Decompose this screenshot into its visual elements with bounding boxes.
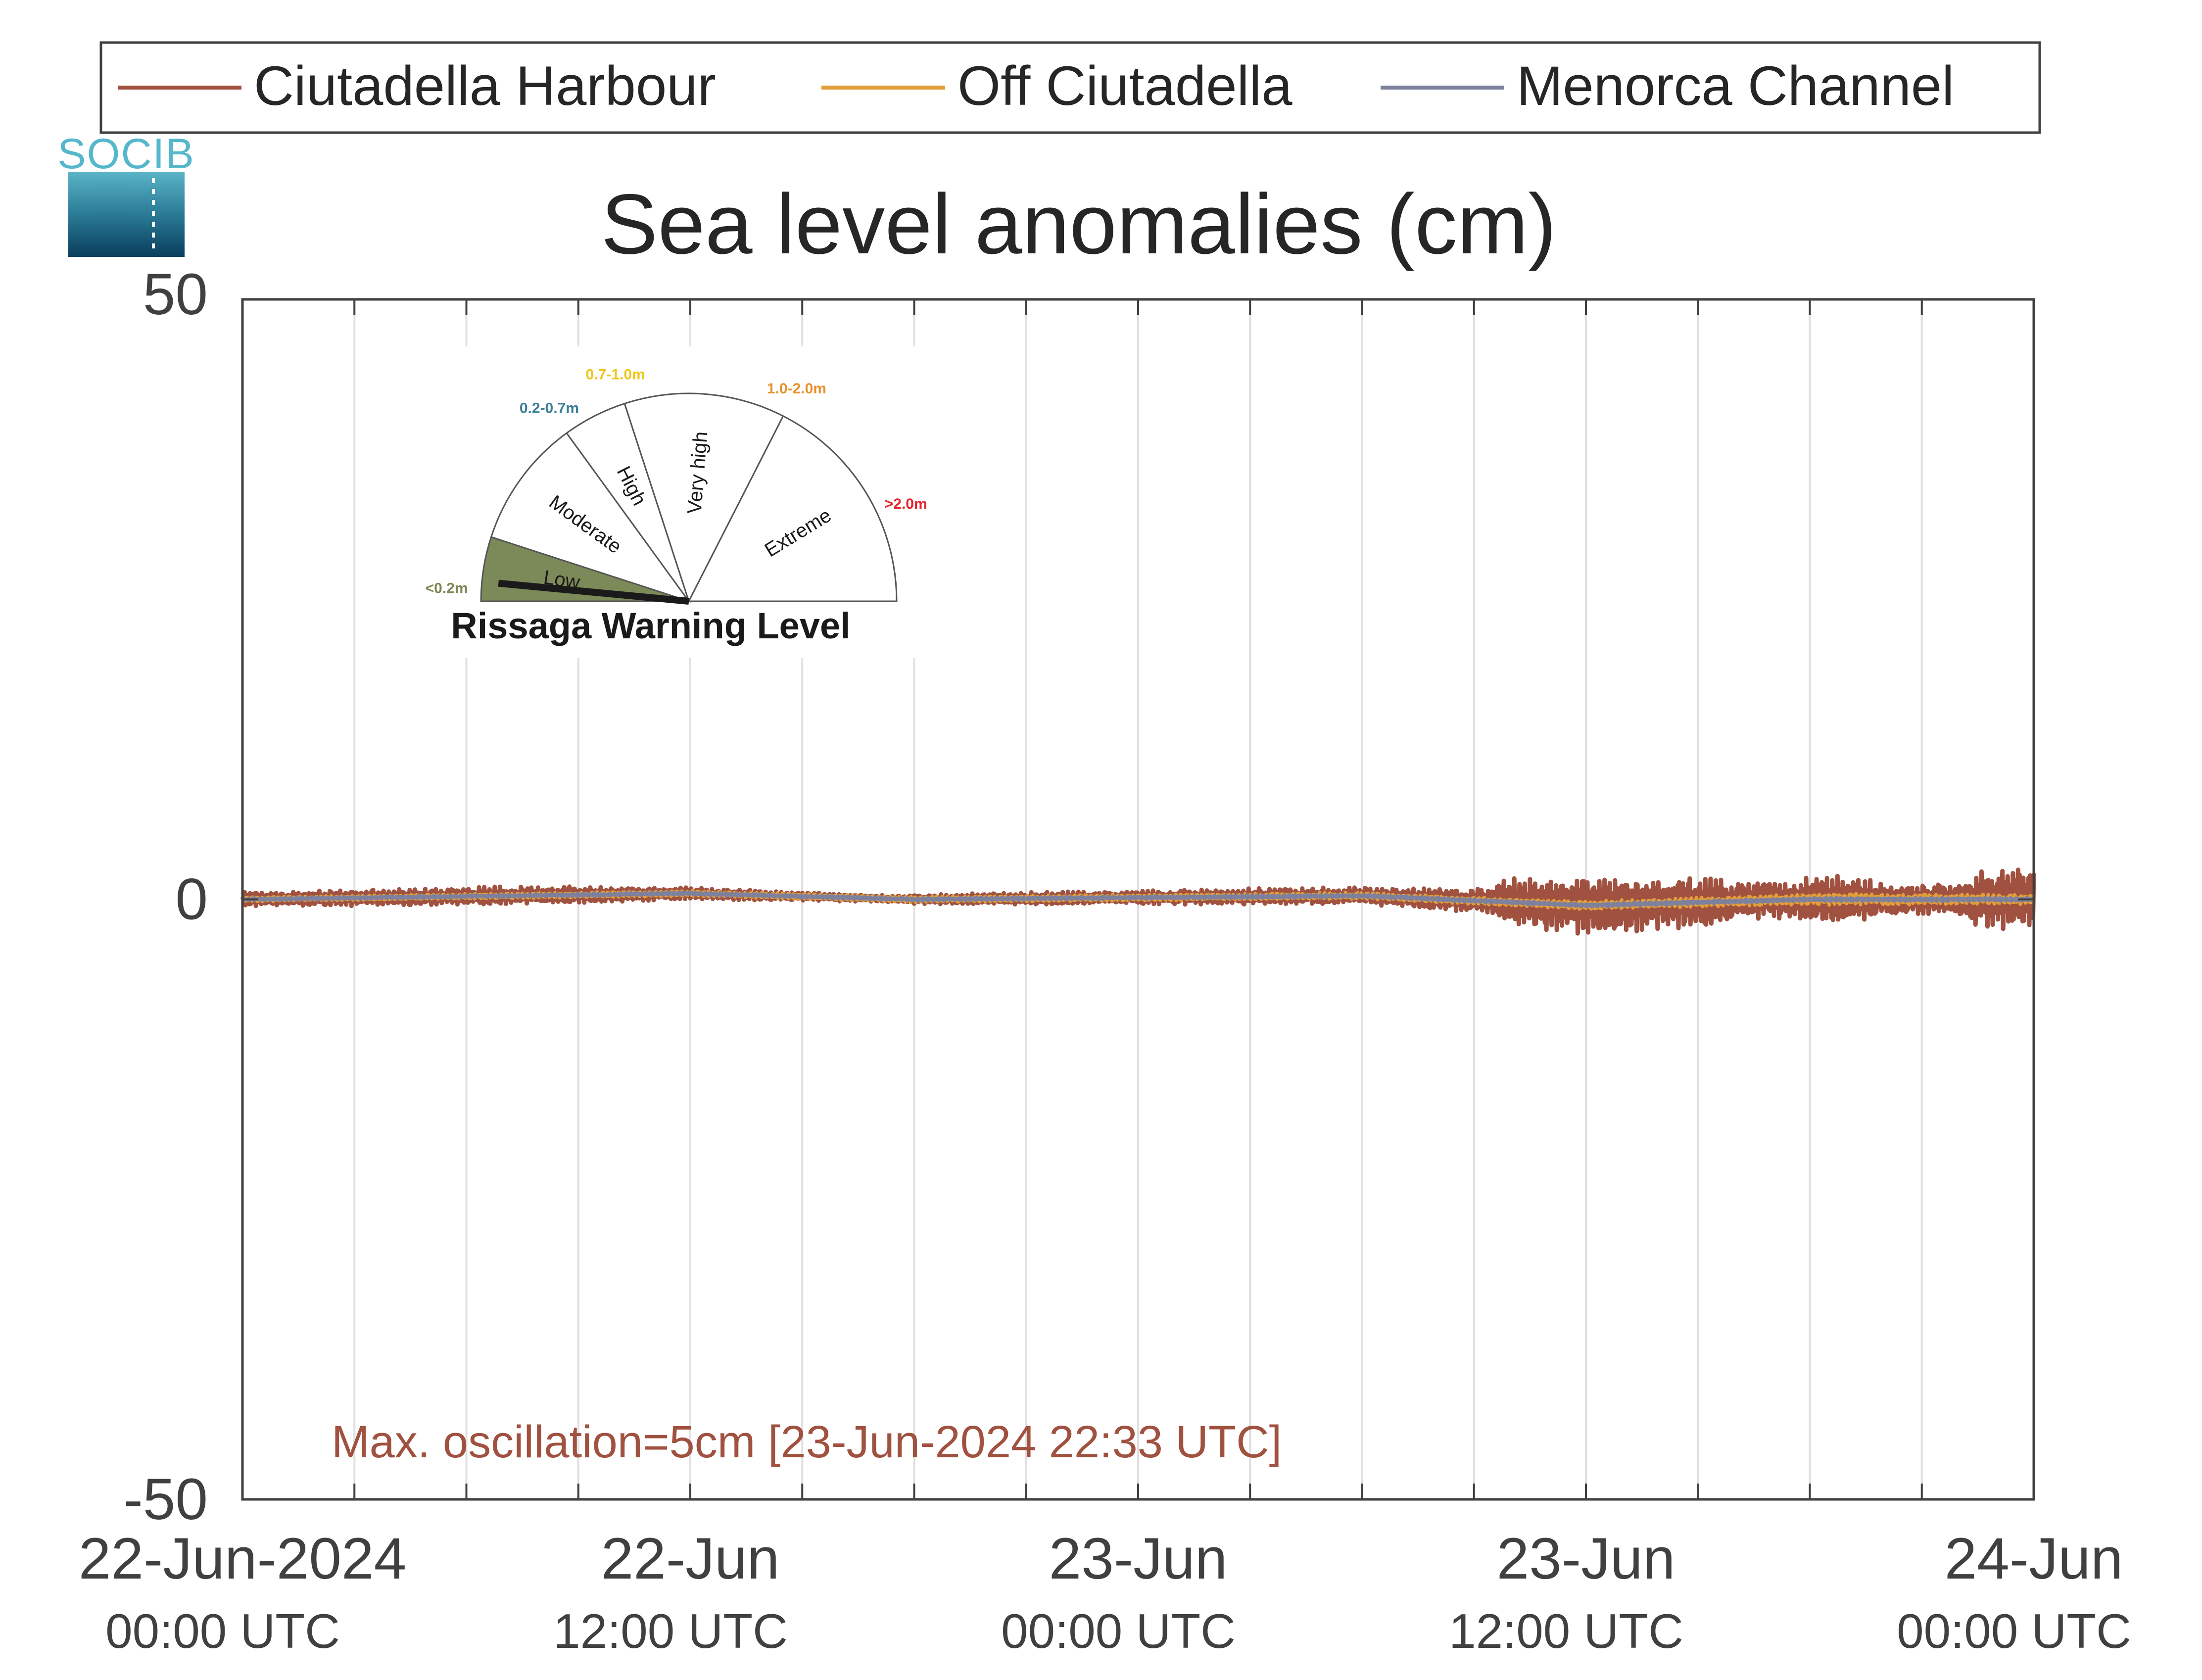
x-tick-label-time: 00:00 UTC	[105, 1604, 340, 1658]
chart-title: Sea level anomalies (cm)	[601, 177, 1557, 272]
gauge-sector	[687, 415, 898, 602]
x-tick-label-time: 00:00 UTC	[1897, 1604, 2131, 1658]
series-line-0	[240, 867, 2036, 936]
gauge-range-label: 0.7-1.0m	[586, 366, 645, 383]
socib-logo: SOCIB	[57, 130, 195, 257]
series-line-2	[241, 890, 2035, 909]
y-tick-label: 0	[175, 867, 208, 932]
x-tick-label-date: 23-Jun	[1497, 1526, 1675, 1591]
x-tick-label-date: 23-Jun	[1049, 1526, 1228, 1591]
y-axis-tick-labels: -50 0 50	[123, 262, 208, 1532]
gauge-range-label: >2.0m	[885, 496, 927, 512]
gauge-needle	[498, 579, 689, 605]
rissaga-warning-gauge: Low<0.2mModerate0.2-0.7mHigh0.7-1.0mVery…	[406, 346, 928, 658]
axis-ticks	[241, 298, 2035, 1500]
x-tick-label-time: 12:00 UTC	[553, 1604, 788, 1658]
x-tick-label-time: 12:00 UTC	[1449, 1604, 1683, 1658]
x-tick-label-date: 22-Jun-2024	[79, 1526, 407, 1591]
gauge-range-label: 0.2-0.7m	[520, 400, 579, 417]
legend-label: Menorca Channel	[1517, 55, 1954, 117]
legend-label: Ciutadella Harbour	[254, 55, 716, 117]
y-tick-label: 50	[143, 262, 208, 327]
gauge-range-label: <0.2m	[426, 580, 468, 596]
x-tick-label-date: 24-Jun	[1945, 1526, 2123, 1591]
x-tick-label-date: 22-Jun	[601, 1526, 780, 1591]
max-oscillation-annotation: Max. oscillation=5cm [23-Jun-2024 22:33 …	[332, 1417, 1282, 1467]
y-tick-label: -50	[123, 1467, 208, 1532]
legend-label: Off Ciutadella	[957, 55, 1292, 117]
socib-logo-block	[68, 172, 185, 257]
x-tick-label-time: 00:00 UTC	[1001, 1604, 1236, 1658]
gauge-title: Rissaga Warning Level	[451, 605, 850, 646]
legend-box	[99, 41, 2041, 134]
x-axis-tick-labels: 22-Jun-2024 00:00 UTC 22-Jun 12:00 UTC 23-Ju…	[79, 1526, 2131, 1658]
plot-series	[240, 867, 2036, 936]
socib-logo-text: SOCIB	[57, 130, 195, 178]
legend: Ciutadella Harbour Off Ciutadella Menorca …	[99, 41, 2041, 134]
gauge-range-label: 1.0-2.0m	[767, 381, 826, 397]
gauge-sector	[490, 432, 691, 603]
gauge-sector	[623, 392, 784, 603]
